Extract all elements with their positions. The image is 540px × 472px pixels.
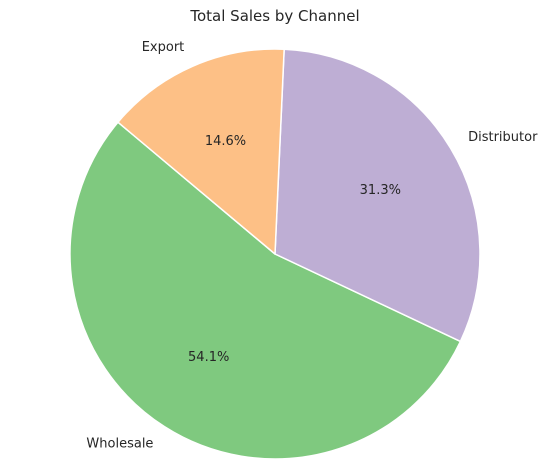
pie-labels: Wholesale 54.1% Distributor 31.3% Export 14.6… (86, 40, 538, 451)
slice-label-export: Export (142, 40, 185, 55)
pie-slice-export (117, 48, 285, 255)
slice-percent-wholesale: 54.1% (188, 350, 229, 365)
chart-title: Total Sales by Channel (189, 7, 359, 25)
slice-label-wholesale: Wholesale (86, 436, 153, 451)
pie-slices (69, 48, 481, 460)
slice-percent-distributor: 31.3% (360, 183, 401, 198)
slice-percent-export: 14.6% (205, 134, 246, 149)
slice-label-distributor: Distributor (468, 130, 538, 145)
pie-slice-distributor (274, 48, 481, 343)
pie-slice-wholesale (69, 121, 462, 460)
